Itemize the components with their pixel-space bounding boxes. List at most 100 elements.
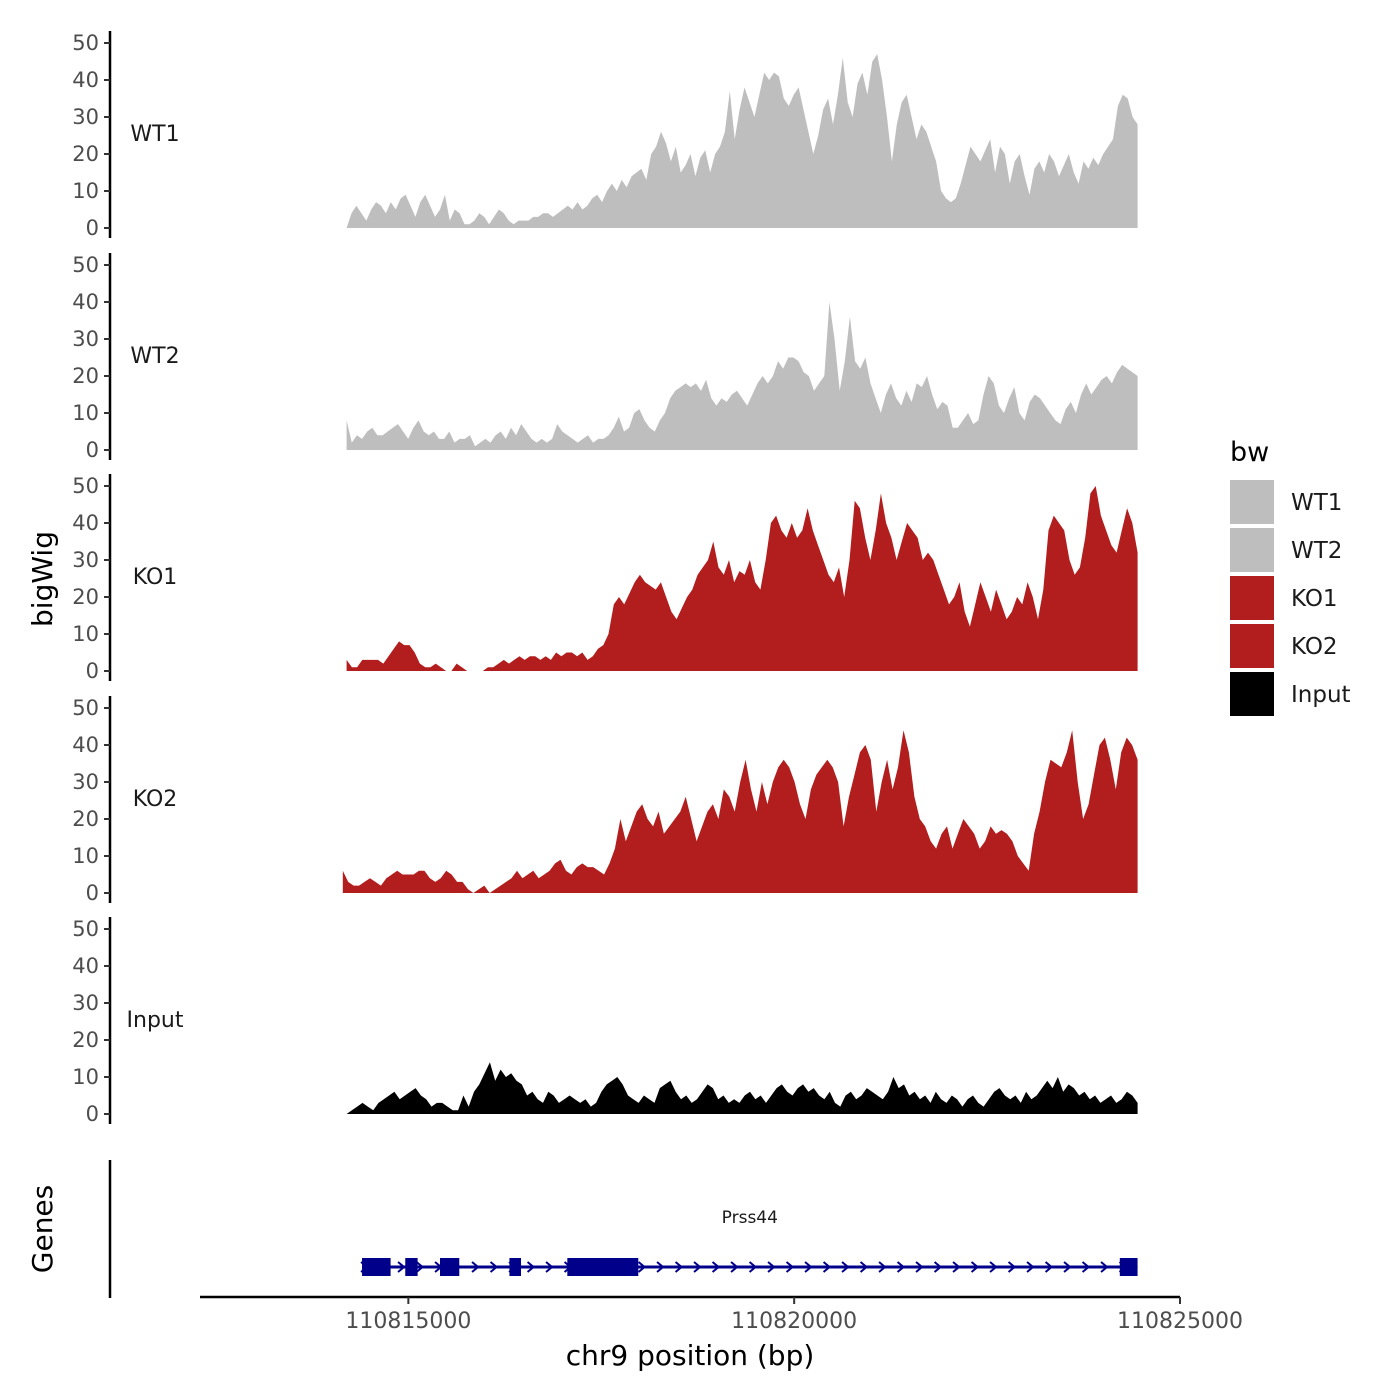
signal-area-ko2	[342, 730, 1138, 893]
strand-arrow	[915, 1261, 924, 1273]
gene-exon	[439, 1258, 460, 1276]
strand-arrow	[878, 1261, 887, 1273]
signal-area-wt1	[346, 54, 1138, 228]
x-tick-label: 110815000	[345, 1309, 471, 1334]
track-label: WT1	[130, 122, 179, 147]
strand-arrow	[748, 1261, 758, 1273]
gene-panel: Prss44	[108, 1160, 1138, 1298]
legend-title: bw	[1230, 437, 1269, 468]
legend-entry-wt2: WT2	[1230, 528, 1342, 572]
strand-arrow	[1063, 1261, 1072, 1273]
strand-arrow	[1081, 1261, 1091, 1273]
y-tick-label: 20	[72, 142, 99, 166]
y-tick-label: 0	[86, 659, 99, 683]
y-tick-label: 50	[72, 253, 99, 277]
y-tick-label: 20	[72, 1028, 99, 1052]
legend-label: Input	[1291, 682, 1351, 708]
legend: bw WT1 WT2 KO1 KO2 Input	[1230, 437, 1351, 716]
strand-arrow	[711, 1261, 721, 1273]
strand-arrow	[970, 1261, 980, 1273]
strand-arrow	[526, 1261, 536, 1273]
legend-entry-wt1: WT1	[1230, 480, 1342, 524]
y-tick-label: 10	[72, 622, 99, 646]
y-tick-label: 30	[72, 770, 99, 794]
strand-arrow	[933, 1261, 943, 1273]
strand-arrow	[804, 1261, 813, 1273]
signal-area-ko1	[346, 486, 1138, 671]
y-tick-label: 30	[72, 327, 99, 351]
strand-arrow	[489, 1261, 499, 1273]
y-tick-label: 0	[86, 216, 99, 240]
y-tick-label: 40	[72, 733, 99, 757]
y-tick-label: 40	[72, 511, 99, 535]
strand-arrow	[767, 1261, 776, 1273]
x-axis: 110815000 110820000 110825000	[200, 1295, 1243, 1334]
legend-swatch	[1230, 672, 1274, 716]
y-axis-title: bigWig	[26, 531, 59, 627]
strand-arrow	[471, 1261, 480, 1273]
strand-arrow	[545, 1261, 554, 1273]
y-tick-label: 0	[86, 438, 99, 462]
track-label: Input	[127, 1008, 184, 1033]
y-tick-label: 50	[72, 474, 99, 498]
y-tick-label: 50	[72, 31, 99, 55]
strand-arrow	[674, 1261, 684, 1273]
genes-axis-title: Genes	[26, 1185, 59, 1273]
strand-arrow	[1100, 1261, 1109, 1273]
y-tick-label: 20	[72, 585, 99, 609]
y-tick-label: 0	[86, 1102, 99, 1126]
legend-swatch	[1230, 528, 1274, 572]
y-tick-label: 20	[72, 807, 99, 831]
gene-exon	[1119, 1258, 1138, 1276]
y-tick-label: 10	[72, 844, 99, 868]
gene-exon	[362, 1258, 391, 1276]
y-tick-label: 30	[72, 548, 99, 572]
legend-label: WT2	[1291, 538, 1342, 564]
gene-exon	[405, 1258, 418, 1276]
y-tick-label: 40	[72, 290, 99, 314]
legend-entries: WT1 WT2 KO1 KO2 Input	[1230, 480, 1351, 716]
legend-entry-input: Input	[1230, 672, 1351, 716]
y-tick-label: 20	[72, 364, 99, 388]
gene-exon	[567, 1258, 639, 1276]
track-input: 0 10 20 30 40 50 Input	[72, 917, 1138, 1126]
strand-arrow	[730, 1261, 739, 1273]
strand-arrow	[1026, 1261, 1035, 1273]
strand-arrow	[952, 1261, 961, 1273]
x-axis-title: chr9 position (bp)	[566, 1339, 815, 1372]
track-wt1: 0 10 20 30 40 50 WT1	[72, 31, 1138, 240]
legend-swatch	[1230, 624, 1274, 668]
y-tick-label: 10	[72, 179, 99, 203]
y-tick-label: 30	[72, 105, 99, 129]
signal-area-input	[346, 1062, 1138, 1114]
strand-arrow	[1044, 1261, 1054, 1273]
gene-exon	[509, 1258, 522, 1276]
strand-arrow	[822, 1261, 832, 1273]
y-tick-label: 40	[72, 68, 99, 92]
track-label: KO1	[133, 565, 178, 590]
strand-arrow	[785, 1261, 795, 1273]
track-ko2: 0 10 20 30 40 50 KO2	[72, 696, 1138, 905]
y-tick-label: 10	[72, 401, 99, 425]
y-tick-label: 30	[72, 991, 99, 1015]
track-label: KO2	[133, 787, 178, 812]
signal-tracks: 0 10 20 30 40 50 WT1 0 10 20 30 40 50 WT2 0 10 20 30 40 50 K…	[72, 31, 1138, 1126]
strand-arrow	[415, 1261, 425, 1273]
legend-swatch	[1230, 576, 1274, 620]
strand-arrow	[859, 1261, 869, 1273]
y-tick-label: 50	[72, 696, 99, 720]
legend-entry-ko2: KO2	[1230, 624, 1338, 668]
gene-name-label: Prss44	[722, 1208, 778, 1228]
strand-arrow	[693, 1261, 702, 1273]
legend-label: KO2	[1291, 634, 1338, 660]
legend-label: KO1	[1291, 586, 1338, 612]
y-tick-label: 0	[86, 881, 99, 905]
y-tick-label: 10	[72, 1065, 99, 1089]
strand-arrow	[841, 1261, 850, 1273]
x-tick-label: 110820000	[731, 1309, 857, 1334]
legend-entry-ko1: KO1	[1230, 576, 1338, 620]
y-tick-label: 50	[72, 917, 99, 941]
x-tick-label: 110825000	[1117, 1309, 1243, 1334]
y-tick-label: 40	[72, 954, 99, 978]
